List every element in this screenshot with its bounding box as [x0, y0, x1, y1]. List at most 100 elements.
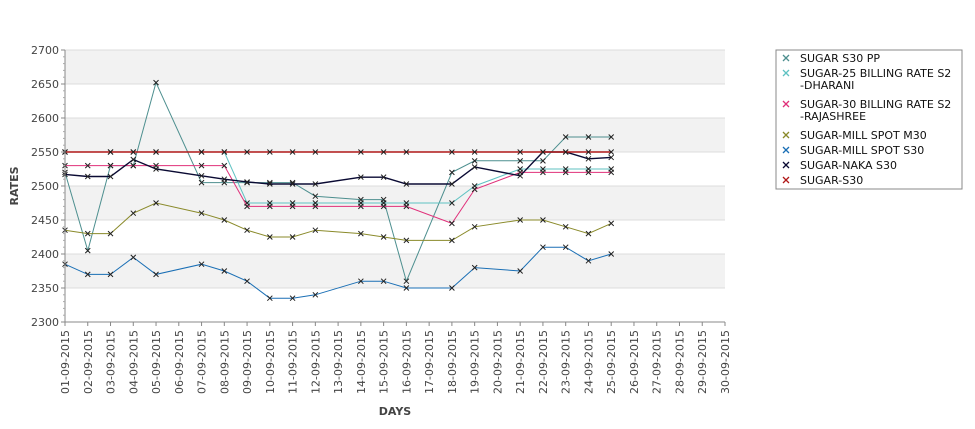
data-point [562, 134, 569, 140]
data-point [471, 149, 478, 155]
data-point [221, 217, 228, 223]
y-axis-ticks: 2300 2350 2400 2450 2500 2550 2600 2650 2700 [31, 44, 65, 329]
data-point [266, 181, 273, 187]
data-point [289, 181, 296, 187]
data-point [608, 154, 615, 161]
data-point [130, 162, 137, 169]
data-point [289, 295, 296, 302]
x-tick-label: 06-09-2015 [173, 330, 186, 394]
data-point [403, 278, 410, 285]
legend-label: SUGAR-MILL SPOT M30 [800, 129, 927, 142]
data-point [449, 169, 455, 176]
x-tick-label: 15-09-2015 [378, 330, 391, 394]
legend-marker [782, 100, 790, 108]
data-point [84, 173, 91, 180]
x-axis-ticks: 01-09-2015 02-09-2015 03-09-2015 04-09-2015… [59, 322, 732, 394]
data-point [312, 291, 319, 298]
x-tick-label: 29-09-2015 [696, 330, 709, 394]
data-point [153, 79, 159, 86]
series-6 [62, 149, 615, 187]
data-point [198, 172, 205, 179]
data-point [517, 172, 524, 179]
data-point [471, 264, 478, 271]
x-tick-label: 22-09-2015 [537, 330, 550, 394]
data-point [221, 268, 228, 274]
x-tick-label: 07-09-2015 [196, 330, 209, 394]
legend-label: SUGAR-25 BILLING RATE S2 -DHARANI [800, 67, 951, 92]
data-point [198, 261, 205, 268]
data-point [221, 176, 228, 183]
x-tick-label: 03-09-2015 [105, 330, 118, 394]
y-axis-title: RATES [8, 166, 21, 205]
data-point [358, 230, 364, 237]
data-point [289, 203, 296, 210]
x-tick-label: 13-09-2015 [332, 330, 345, 394]
data-point [517, 157, 524, 164]
data-point [221, 162, 228, 169]
y-tick-label: 2500 [31, 180, 59, 193]
data-point [403, 149, 410, 155]
x-tick-label: 23-09-2015 [560, 330, 573, 394]
data-point [358, 174, 364, 181]
data-point [471, 164, 478, 170]
data-point [449, 181, 455, 187]
grid-band [65, 118, 725, 152]
data-point [540, 149, 546, 155]
data-point [380, 203, 387, 210]
data-point [266, 203, 273, 210]
data-point [107, 162, 114, 169]
data-point [562, 223, 569, 230]
data-point [471, 186, 478, 193]
data-point [107, 230, 114, 237]
data-point [449, 200, 455, 206]
data-point [585, 134, 592, 140]
data-point [198, 179, 205, 186]
data-point [608, 134, 615, 140]
x-tick-label: 27-09-2015 [651, 330, 664, 394]
data-point [585, 149, 592, 155]
x-tick-label: 01-09-2015 [59, 330, 72, 394]
data-point [449, 149, 455, 155]
y-tick-label: 2450 [31, 214, 59, 227]
data-point [244, 149, 250, 155]
data-point [244, 203, 250, 210]
data-point [153, 271, 159, 278]
data-point [221, 149, 228, 155]
data-point [244, 227, 250, 234]
x-tick-label: 18-09-2015 [446, 330, 459, 394]
data-point [84, 230, 91, 237]
data-point [84, 271, 91, 278]
data-point [266, 234, 273, 240]
data-point [540, 244, 546, 251]
x-tick-label: 16-09-2015 [400, 330, 413, 394]
legend-label: SUGAR-S30 [800, 174, 863, 187]
data-point [266, 149, 273, 155]
data-point [153, 200, 159, 206]
legend-marker [782, 146, 790, 154]
data-point [608, 251, 615, 257]
legend-label: SUGAR S30 PP [800, 52, 880, 65]
data-point [585, 155, 592, 162]
x-tick-label: 24-09-2015 [582, 330, 595, 394]
data-point [585, 230, 592, 237]
x-tick-label: 26-09-2015 [628, 330, 641, 394]
data-point [562, 169, 569, 176]
data-point [198, 149, 205, 155]
data-point [380, 149, 387, 155]
data-point [517, 217, 524, 223]
series-7 [62, 149, 615, 155]
data-point [312, 149, 319, 155]
series-layer [62, 79, 615, 302]
x-tick-label: 09-09-2015 [241, 330, 254, 394]
series-5 [62, 244, 615, 302]
x-tick-label: 14-09-2015 [355, 330, 368, 394]
legend-marker [782, 54, 790, 62]
data-point [289, 149, 296, 155]
x-tick-label: 19-09-2015 [469, 330, 482, 394]
data-point [312, 181, 319, 187]
legend-label: SUGAR-MILL SPOT S30 [800, 144, 924, 157]
y-tick-label: 2300 [31, 316, 59, 329]
legend-marker [782, 131, 790, 139]
data-point [403, 237, 410, 244]
legend-box [775, 49, 963, 190]
